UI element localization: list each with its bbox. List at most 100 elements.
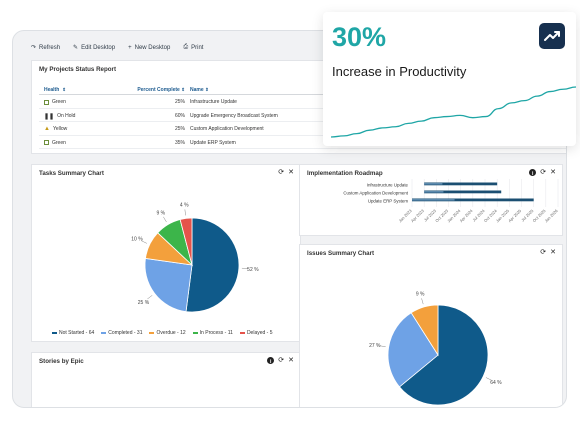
close-icon[interactable]: ✕ <box>288 169 294 176</box>
panel-title: Tasks Summary Chart <box>39 170 104 177</box>
edit-desktop-button[interactable]: ✎ Edit Desktop <box>73 44 116 52</box>
table-row[interactable]: ❚❚ On Hold 60% Upgrade Emergency Broadcast … <box>39 109 566 123</box>
name-cell: Upgrade Emergency Broadcast System <box>190 112 278 119</box>
table-row[interactable]: Green 25% Infrastructure Update <box>39 95 566 109</box>
refresh-icon[interactable]: ⟳ <box>278 357 285 364</box>
gantt-tick-label: Apr 2024 <box>459 208 475 224</box>
panel-actions: ⟳ ✕ <box>540 248 556 258</box>
panel-actions: i ⟳ ✕ <box>267 356 294 366</box>
info-icon[interactable]: i <box>529 169 537 177</box>
print-label: Print <box>191 44 204 51</box>
refresh-label: Refresh <box>39 44 61 51</box>
name-cell: Infrastructure Update <box>190 99 237 105</box>
name-header-label: Name <box>190 87 204 93</box>
issues-pie-slice[interactable] <box>398 304 489 406</box>
gantt-progress <box>424 183 443 185</box>
legend-swatch <box>101 332 107 334</box>
tasks-pie-leader-line <box>184 209 186 216</box>
gantt-bar[interactable] <box>424 182 498 186</box>
issues-summary-panel: Issues Summary Chart ⟳ ✕ 64 % 27 % 9 % <box>299 244 563 407</box>
tasks-pie-slice-label: 52 % <box>247 267 259 273</box>
issues-pie-slice-label: 64 % <box>490 380 502 386</box>
warning-icon: ▲ <box>44 126 50 133</box>
tasks-chart-legend: Not Started - 64 Completed - 31 Overdue - … <box>52 330 273 336</box>
table-header-row: Health ⇕ Percent Complete ⇕ Name ⇕ <box>39 83 566 95</box>
close-icon[interactable]: ✕ <box>550 169 556 176</box>
refresh-icon: ↷ <box>31 45 37 51</box>
trend-line <box>330 86 576 138</box>
implementation-roadmap-panel: Implementation Roadmap i ⟳ ✕ Jan 2023 Apr… <box>299 164 563 236</box>
green-status-icon <box>44 99 49 105</box>
percent-cell: 35% <box>174 139 185 146</box>
name-cell: Update ERP System <box>190 139 236 146</box>
panel-title: My Projects Status Report <box>39 66 117 73</box>
tasks-pie-slice[interactable] <box>185 217 240 313</box>
issues-pie-slice[interactable] <box>387 312 439 388</box>
tasks-pie-chart: 52 % 25 % 10 % 9 % 4 % <box>131 202 259 313</box>
tasks-pie-slice[interactable] <box>179 217 193 266</box>
health-column-header[interactable]: Health ⇕ <box>44 87 66 93</box>
stories-by-epic-panel: Stories by Epic i ⟳ ✕ <box>31 352 301 407</box>
health-value: On Hold <box>57 113 76 120</box>
refresh-icon[interactable]: ⟳ <box>540 249 547 256</box>
tasks-pie-leader-line <box>147 295 153 300</box>
legend-item[interactable]: Overdue - 12 <box>149 330 186 336</box>
panel-title: Stories by Epic <box>39 358 84 365</box>
tasks-pie-slice-label: 25 % <box>138 300 150 306</box>
gantt-tick-label: Apr 2025 <box>507 208 523 224</box>
legend-swatch <box>192 332 198 334</box>
panel-title: Issues Summary Chart <box>307 250 375 257</box>
gantt-bar[interactable] <box>424 190 502 194</box>
legend-item[interactable]: Not Started - 64 <box>52 330 94 336</box>
close-icon[interactable]: ✕ <box>288 357 294 364</box>
plus-icon: + <box>128 44 132 51</box>
new-desktop-button[interactable]: + New Desktop <box>128 44 170 51</box>
health-value: Green <box>52 99 66 105</box>
gantt-task-label: Infrastructure Update <box>367 183 409 188</box>
table-row[interactable]: Green 35% Update ERP System <box>39 136 566 150</box>
panel-title: Implementation Roadmap <box>307 170 383 177</box>
legend-item[interactable]: Delayed - 5 <box>239 330 273 336</box>
tasks-pie-slice[interactable] <box>144 257 193 313</box>
gantt-tick-label: Jan 2026 <box>544 208 560 224</box>
issues-pie-slice[interactable] <box>410 304 439 357</box>
productivity-percent: 30% <box>332 22 387 52</box>
productivity-subtitle: Increase in Productivity <box>332 64 467 79</box>
name-column-header[interactable]: Name ⇕ <box>190 87 209 93</box>
refresh-button[interactable]: ↷ Refresh <box>31 44 61 52</box>
productivity-card: 30% Increase in Productivity <box>323 12 576 146</box>
trend-badge <box>539 23 565 49</box>
legend-swatch <box>52 332 57 334</box>
health-cell: Green <box>44 99 66 105</box>
sort-icon: ⇕ <box>62 87 67 92</box>
refresh-icon[interactable]: ⟳ <box>278 169 285 176</box>
legend-label: In Process - 11 <box>199 330 233 336</box>
health-value: Green <box>52 139 66 146</box>
gantt-task-label: Update ERP System <box>368 199 409 204</box>
percent-cell: 60% <box>174 112 185 119</box>
table-row[interactable]: ▲ Yellow 25% Custom Application Development <box>39 122 566 136</box>
tasks-pie-slice-label: 4 % <box>180 202 189 208</box>
tasks-pie-slice-label: 9 % <box>157 211 166 217</box>
pencil-icon: ✎ <box>73 45 79 51</box>
green-status-icon <box>44 140 49 146</box>
edit-desktop-label: Edit Desktop <box>81 44 116 51</box>
issues-pie-slice-label: 9 % <box>416 292 425 298</box>
pause-icon: ❚❚ <box>44 113 55 120</box>
productivity-trend-line <box>330 86 576 138</box>
gantt-bar[interactable] <box>412 198 534 202</box>
new-desktop-label: New Desktop <box>134 44 171 51</box>
legend-label: Delayed - 5 <box>246 330 273 336</box>
percent-cell: 25% <box>174 126 185 133</box>
sort-icon: ⇕ <box>181 87 185 92</box>
refresh-icon[interactable]: ⟳ <box>540 169 547 176</box>
issues-pie-chart: 64 % 27 % 9 % <box>369 292 502 406</box>
info-icon[interactable]: i <box>267 357 275 365</box>
print-button[interactable]: ⎙ Print <box>183 44 203 51</box>
health-value: Yellow <box>52 126 68 133</box>
close-icon[interactable]: ✕ <box>550 249 556 256</box>
percent-column-header[interactable]: Percent Complete ⇕ <box>137 87 185 93</box>
legend-item[interactable]: In Process - 11 <box>192 330 233 336</box>
legend-item[interactable]: Completed - 31 <box>101 330 142 336</box>
